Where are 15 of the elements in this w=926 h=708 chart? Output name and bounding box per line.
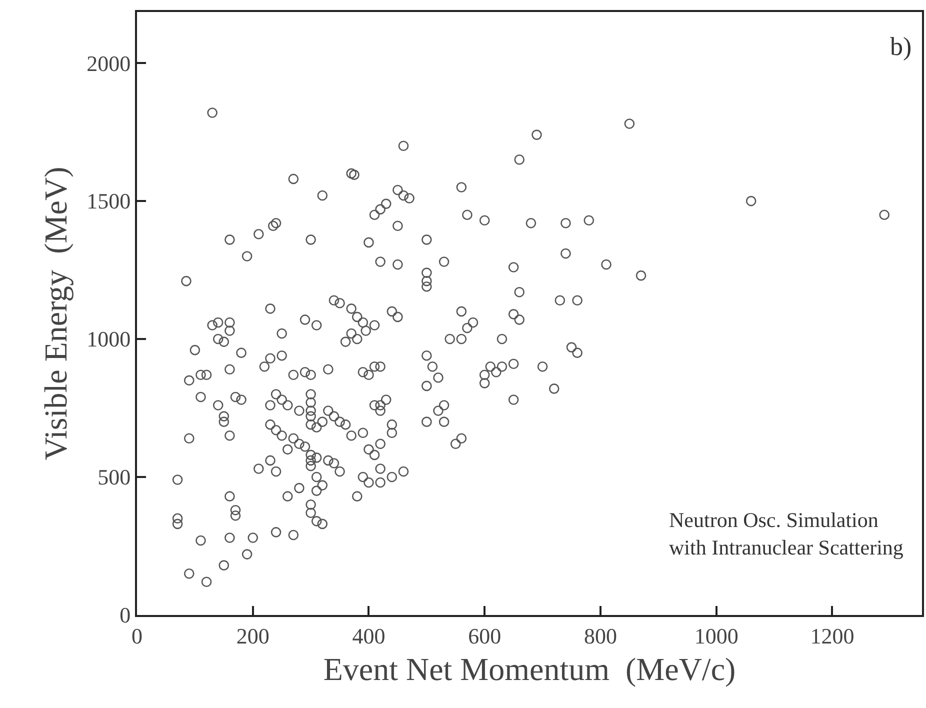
- y-axis-title: Visible Energy (MeV): [37, 166, 74, 460]
- x-tick-label: 1200: [810, 623, 854, 648]
- y-tick-label: 500: [98, 464, 131, 490]
- annotation: Neutron Osc. Simulation with Intranuclear Scattering: [669, 508, 904, 560]
- y-tick-label: 1500: [86, 188, 131, 214]
- annotation: b): [890, 32, 912, 61]
- x-tick-label: 200: [236, 623, 270, 648]
- y-tick-label: 0: [120, 602, 131, 628]
- x-tick-label: 800: [584, 623, 617, 648]
- x-tick-label: 400: [352, 623, 386, 648]
- x-tick-label: 1000: [694, 623, 738, 648]
- x-tick-label: 600: [468, 623, 502, 648]
- y-tick-label: 2000: [86, 50, 131, 76]
- x-axis-title: Event Net Momentum (MeV/c): [323, 650, 736, 687]
- y-tick-label: 1000: [86, 326, 131, 352]
